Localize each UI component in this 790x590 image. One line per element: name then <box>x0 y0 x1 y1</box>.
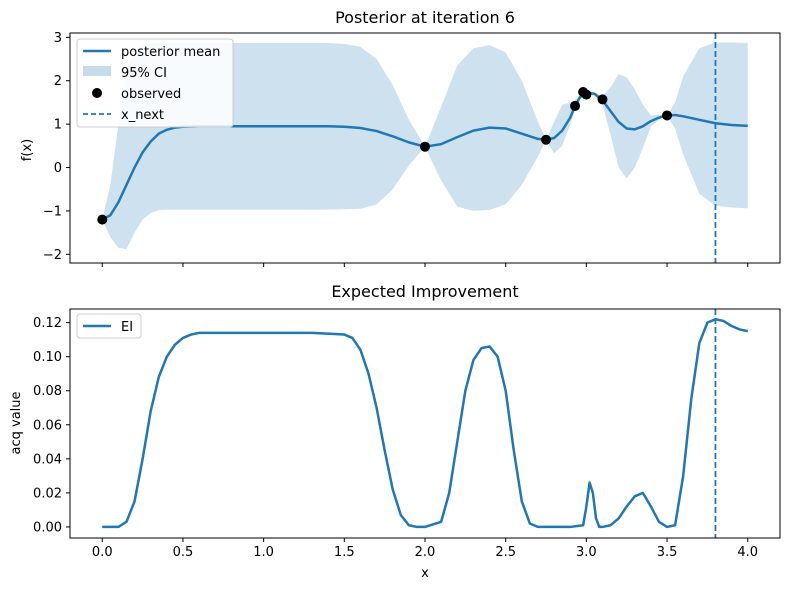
ei-x-ticks: 0.0 0.5 1.0 1.5 2.0 2.5 3.0 3.5 4.0 <box>92 538 758 560</box>
observed-point <box>662 110 673 121</box>
legend-xnext-label: x_next <box>121 108 164 123</box>
ei-line <box>102 317 748 529</box>
posterior-title: Posterior at iteration 6 <box>335 8 515 27</box>
y-tick-label: 0.12 <box>33 316 62 331</box>
ei-ylabel: acq value <box>9 391 24 454</box>
posterior-ylabel: f(x) <box>20 139 35 161</box>
y-tick-label: 3 <box>54 31 62 46</box>
y-tick-label: 0.00 <box>33 520 62 535</box>
x-tick-label: 2.0 <box>415 545 436 560</box>
x-tick-label: 3.0 <box>576 545 597 560</box>
ei-legend: EI <box>76 313 142 339</box>
ei-xlabel: x <box>421 566 429 581</box>
x-tick-label: 1.0 <box>253 545 274 560</box>
posterior-axes-frame <box>69 32 781 264</box>
y-tick-label: 0.04 <box>33 452 62 467</box>
posterior-x-ticks <box>101 263 749 267</box>
ei-plot-area <box>102 309 748 538</box>
y-tick-label: 0.02 <box>33 486 62 501</box>
x-tick-label: 0.0 <box>92 545 113 560</box>
y-tick-label: −1 <box>43 204 62 219</box>
posterior-legend: posterior mean 95% CI observed x_next <box>76 38 234 128</box>
legend-mean-label: posterior mean <box>121 45 220 60</box>
x-tick-label: 3.5 <box>657 545 678 560</box>
observed-point <box>570 100 581 111</box>
ei-y-ticks: 0.00 0.02 0.04 0.06 0.08 0.10 0.12 <box>33 316 70 535</box>
posterior-mean-line <box>101 91 748 221</box>
posterior-legend-box <box>76 38 234 128</box>
y-tick-label: 0.06 <box>33 418 62 433</box>
legend-ci-swatch <box>83 66 111 76</box>
legend-ci-label: 95% CI <box>121 66 167 81</box>
y-tick-label: 2 <box>54 74 62 89</box>
observed-point <box>541 134 552 145</box>
observed-point <box>581 89 592 100</box>
ei-axes-frame <box>69 308 781 539</box>
y-tick-label: 1 <box>54 118 62 133</box>
x-tick-label: 0.5 <box>173 545 194 560</box>
posterior-y-ticks: −2 −1 0 1 2 3 <box>43 31 70 263</box>
observed-point <box>420 141 430 152</box>
y-tick-label: 0.08 <box>33 384 62 399</box>
ei-title: Expected Improvement <box>331 282 518 301</box>
x-tick-label: 2.5 <box>495 545 516 560</box>
legend-ei-label: EI <box>121 320 133 335</box>
y-tick-label: 0.10 <box>33 350 62 365</box>
y-tick-label: 0 <box>54 161 62 176</box>
posterior-panel: Posterior at iteration 6 f(x) −2 −1 0 1 2 3 p… <box>20 8 781 267</box>
observed-point <box>597 94 608 105</box>
legend-observed-swatch <box>92 88 102 98</box>
x-tick-label: 4.0 <box>737 545 758 560</box>
ci-band <box>102 42 748 250</box>
ei-panel: Expected Improvement acq value x 0.0 0.5 1… <box>9 282 781 581</box>
observed-point <box>97 214 108 225</box>
legend-observed-label: observed <box>121 87 181 102</box>
y-tick-label: −2 <box>43 248 62 263</box>
posterior-plot-area <box>97 33 748 263</box>
x-tick-label: 1.5 <box>334 545 355 560</box>
